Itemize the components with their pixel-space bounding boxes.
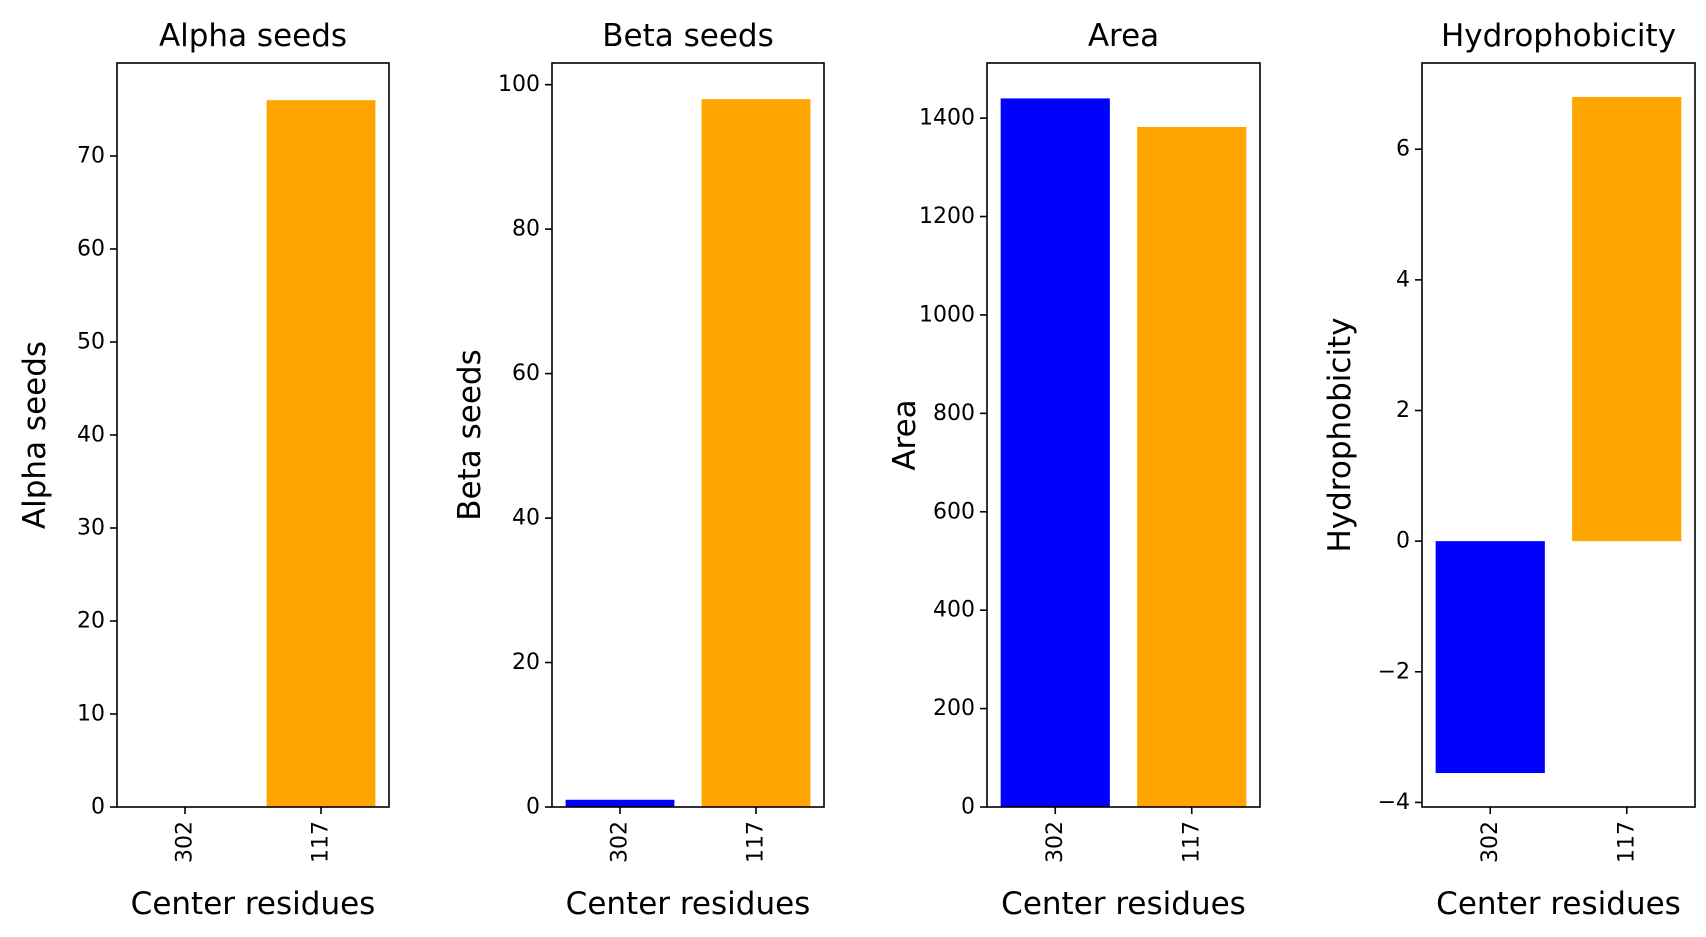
y-tick-label: 80: [512, 217, 540, 242]
x-tick-label: 117: [1179, 821, 1204, 863]
y-tick-label: 0: [961, 795, 975, 820]
axes-frame: [551, 62, 825, 808]
y-tick-label: 600: [933, 499, 975, 524]
y-tick-label: 60: [77, 237, 105, 262]
y-tick-label: 1400: [919, 106, 975, 131]
y-tick-label: 10: [77, 702, 105, 727]
subplot-title: Hydrophobicity: [1441, 18, 1676, 54]
bar-302: [1435, 541, 1545, 774]
y-tick-label: 800: [933, 401, 975, 426]
y-tick-label: 4: [1396, 267, 1410, 292]
x-axis-label: Center residues: [1001, 886, 1246, 922]
y-tick-label: 0: [91, 795, 105, 820]
y-tick-label: 1200: [919, 204, 975, 229]
x-axis-label: Center residues: [1436, 886, 1681, 922]
x-tick-label: 117: [309, 821, 334, 863]
x-tick-label: 117: [744, 821, 769, 863]
y-tick-label: 40: [512, 506, 540, 531]
y-tick-label: 70: [77, 144, 105, 169]
subplot-4: −4 −2 0 2 4 6 302 117 Hydrophobicity Center resid…: [1322, 18, 1696, 922]
x-tick-label: 302: [1478, 821, 1503, 863]
y-tick-label: 20: [512, 650, 540, 675]
subplot-title: Beta seeds: [602, 18, 773, 54]
y-tick-label: −2: [1378, 659, 1410, 684]
x-axis-label: Center residues: [131, 886, 376, 922]
subplot-1: 0 10 20 30 40 50 60 70 302 117 Alpha seeds Center r…: [17, 18, 390, 922]
y-tick-label: 60: [512, 361, 540, 386]
x-tick-label: 117: [1614, 821, 1639, 863]
y-tick-label: −4: [1378, 790, 1410, 815]
y-tick-label: 100: [498, 72, 540, 97]
subplot-title: Alpha seeds: [159, 18, 347, 54]
bar-117: [266, 100, 376, 807]
y-tick-label: 6: [1396, 137, 1410, 162]
x-tick-label: 302: [608, 821, 633, 863]
bar-117: [1137, 126, 1247, 807]
subplot-title: Area: [1088, 18, 1159, 54]
x-axis-label: Center residues: [566, 886, 811, 922]
bar-117: [1572, 96, 1682, 542]
y-axis-label: Beta seeds: [452, 349, 488, 520]
y-tick-label: 0: [526, 795, 540, 820]
y-axis-label: Area: [887, 399, 923, 470]
subplot-2: 0 20 40 60 80 100 302 117 Beta seeds Center resid…: [452, 18, 825, 922]
y-tick-label: 20: [77, 609, 105, 634]
y-tick-label: 0: [1396, 529, 1410, 554]
y-axis-label: Hydrophobicity: [1322, 317, 1358, 552]
y-tick-label: 200: [933, 696, 975, 721]
y-tick-label: 400: [933, 598, 975, 623]
y-tick-label: 2: [1396, 398, 1410, 423]
y-tick-label: 40: [77, 423, 105, 448]
y-tick-label: 50: [77, 330, 105, 355]
bar-302: [1000, 98, 1110, 807]
y-tick-label: 1000: [919, 302, 975, 327]
bar-302: [565, 799, 675, 807]
x-tick-label: 302: [173, 821, 198, 863]
axes-frame: [986, 62, 1261, 808]
y-axis-label: Alpha seeds: [17, 341, 53, 529]
subplot-3: 0 200 400 600 800 1000 1200 1400 302 117 Area Cente…: [887, 18, 1261, 922]
axes-frame: [1421, 62, 1696, 808]
bar-117: [701, 99, 811, 807]
x-tick-label: 302: [1043, 821, 1068, 863]
y-tick-label: 30: [77, 516, 105, 541]
